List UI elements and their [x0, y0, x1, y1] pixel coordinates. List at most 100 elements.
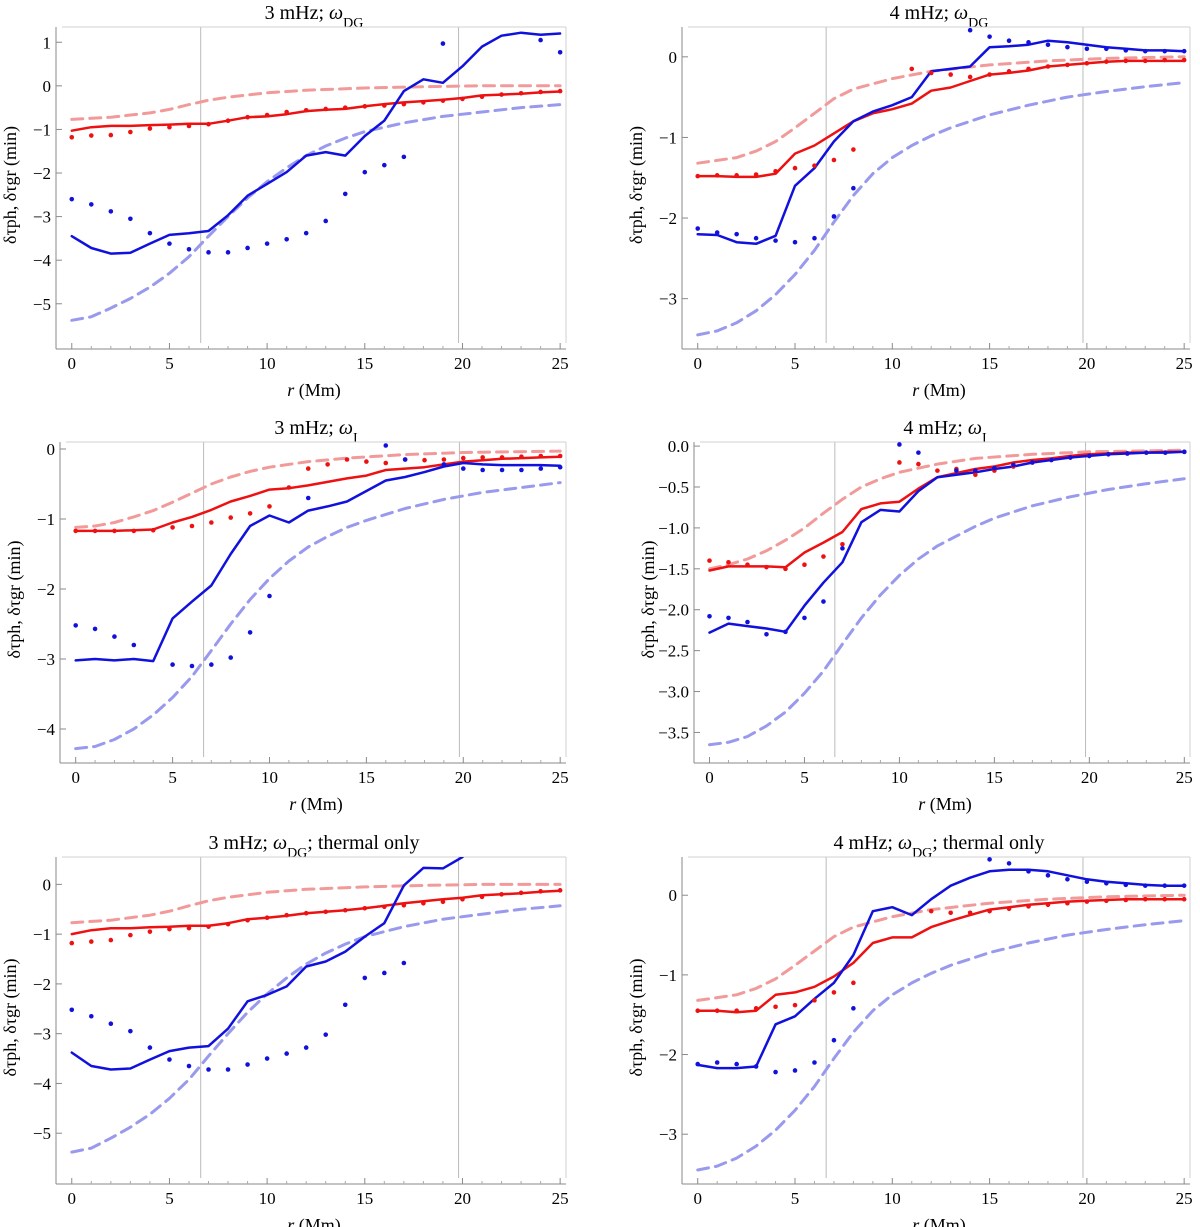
- phase-dashed-line: [696, 893, 1186, 1002]
- group-dots-point: [538, 37, 543, 43]
- group-dots-point: [1125, 451, 1130, 456]
- group-dots-point: [1049, 457, 1054, 463]
- group-dots-point: [441, 462, 447, 467]
- group-dots-point: [812, 235, 817, 241]
- phase-dots-point: [812, 163, 817, 168]
- phase-dots-point: [382, 904, 387, 910]
- phase-dots-point: [557, 453, 563, 459]
- phase-dots-point: [851, 980, 856, 986]
- group-dots-point: [753, 235, 759, 241]
- y-axis-label: δτph, δτgr (min): [4, 541, 25, 659]
- group-dots-point: [147, 1045, 153, 1050]
- panel-title: 4 mHz; ωI: [903, 417, 987, 446]
- x-tick-label: 5: [800, 768, 809, 787]
- phase-dots-point: [69, 940, 75, 946]
- y-tick-label: −5: [33, 1124, 51, 1143]
- group-dots-point: [726, 615, 731, 621]
- x-axis-label: r (Mm): [287, 1215, 341, 1227]
- group-dots-point: [1181, 48, 1187, 54]
- group-dots-point: [128, 216, 133, 222]
- group-dots-point: [189, 663, 195, 669]
- y-axis-label: δτph, δτgr (min): [626, 126, 647, 244]
- phase-dots-point: [383, 460, 389, 466]
- y-tick-label: 0: [669, 48, 678, 67]
- y-tick-label: −3.0: [658, 683, 689, 702]
- phase-dots-point: [792, 1002, 798, 1008]
- phase-dots-point: [401, 101, 407, 107]
- phase-dots-point: [967, 910, 973, 916]
- group-dots-point: [695, 1061, 701, 1067]
- panel-title: 4 mHz; ωDG; thermal only: [834, 832, 1045, 861]
- group-dots-point: [1144, 450, 1149, 455]
- x-tick-label: 0: [705, 768, 714, 787]
- y-tick-label: −5: [33, 295, 51, 314]
- group-dashed-line: [708, 477, 1186, 747]
- phase-dots-point: [362, 905, 368, 911]
- group-solid-line: [696, 39, 1186, 246]
- group-dots-point: [734, 231, 739, 237]
- group-dots-point: [851, 185, 856, 191]
- group-dots-point: [186, 1063, 192, 1069]
- x-tick-label: 10: [884, 1189, 901, 1208]
- phase-dots-point: [131, 528, 137, 534]
- phase-dots-point: [112, 528, 117, 534]
- group-dots-point: [225, 250, 231, 255]
- group-dots-point: [1163, 450, 1168, 455]
- group-solid-line: [696, 868, 1186, 1070]
- phase-dots-point: [1026, 66, 1031, 72]
- phase-dots-point: [973, 472, 978, 478]
- panel-5: 3 mHz; ωDG; thermal only 0 5 10 15 20 25 0 −1 −2 −…: [0, 832, 569, 1227]
- phase-dots-point: [284, 109, 289, 115]
- group-dots-point: [734, 1061, 739, 1067]
- x-tick-label: 10: [891, 768, 908, 787]
- x-tick-label: 15: [356, 1189, 373, 1208]
- phase-dots-point: [440, 98, 446, 103]
- plot-area: [69, 31, 563, 322]
- group-dots-point: [167, 241, 172, 246]
- phase-dots-point: [935, 468, 940, 473]
- y-tick-label: 1: [43, 33, 52, 52]
- panel-title: 3 mHz; ωDG: [265, 2, 364, 31]
- group-dots-point: [323, 1032, 329, 1037]
- y-tick-label: −2: [659, 209, 677, 228]
- phase-dots-point: [89, 939, 94, 944]
- group-dots-point: [69, 196, 75, 202]
- group-dots-point: [1084, 46, 1090, 52]
- group-dots-point: [480, 467, 485, 473]
- phase-dots-point: [92, 528, 98, 534]
- group-dots-point: [1045, 42, 1051, 48]
- plot-area: [695, 27, 1187, 337]
- group-dots-point: [1142, 883, 1148, 888]
- group-dots-point: [186, 246, 192, 252]
- phase-solid-line: [70, 90, 562, 132]
- group-dots-point: [264, 1056, 270, 1061]
- group-dots-point: [89, 202, 94, 207]
- phase-dots-point: [89, 133, 94, 138]
- group-dots-point: [209, 662, 214, 667]
- group-dots-point: [1045, 873, 1051, 878]
- phase-dots-point: [773, 168, 778, 174]
- phase-dots-point: [323, 909, 329, 915]
- y-tick-label: −4: [33, 251, 52, 270]
- phase-dots-point: [264, 915, 270, 921]
- phase-dots-point: [726, 559, 731, 565]
- group-dots-point: [89, 1013, 94, 1019]
- phase-dots-point: [170, 525, 175, 530]
- panel-3: 3 mHz; ωI 0 5 10 15 20 25 0 −1 −2 −3 −4 r (Mm) δτph, …: [4, 417, 569, 815]
- phase-dots-point: [1065, 62, 1070, 68]
- group-dots-point: [1104, 46, 1109, 52]
- y-tick-label: −1: [33, 120, 51, 139]
- phase-dots-point: [1084, 899, 1090, 904]
- phase-dots-point: [948, 910, 953, 916]
- phase-solid-line: [696, 59, 1186, 179]
- phase-dots-point: [538, 889, 543, 894]
- group-dots-point: [802, 615, 807, 621]
- group-dots-point: [303, 230, 309, 236]
- group-dots-point: [170, 662, 175, 667]
- group-dots-point: [342, 191, 348, 197]
- phase-dots-point: [948, 72, 953, 77]
- phase-dots-point: [1006, 69, 1012, 74]
- x-tick-label: 25: [1176, 1189, 1193, 1208]
